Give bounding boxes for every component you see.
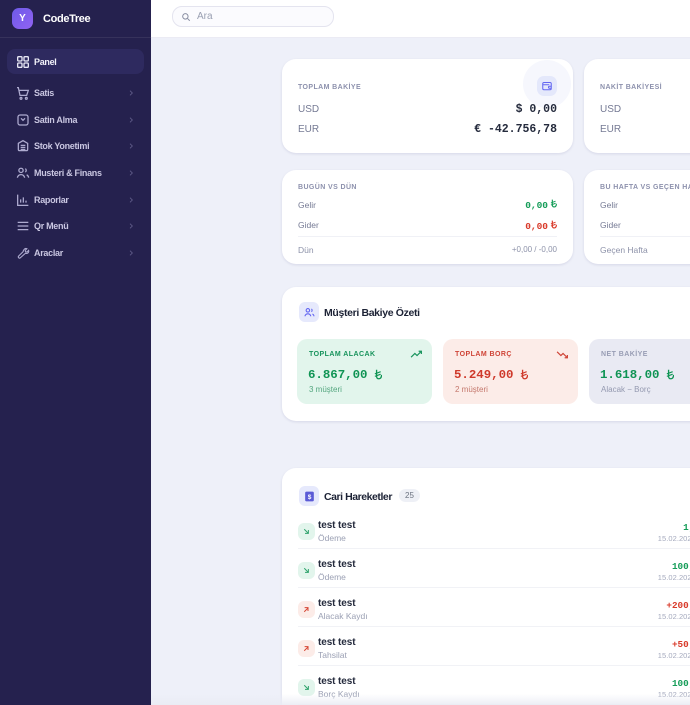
svg-text:$: $ [307,493,311,500]
